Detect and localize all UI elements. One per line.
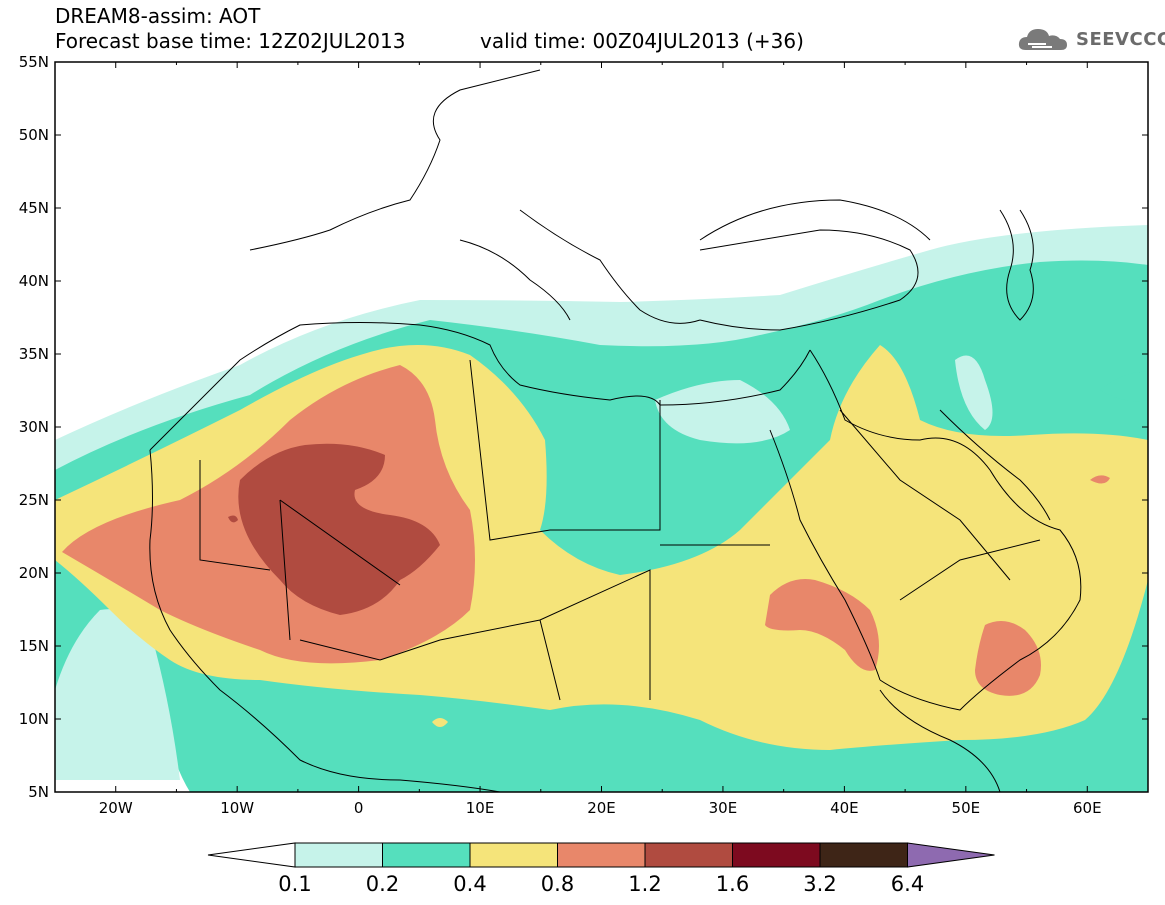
lon-tick-label: 0 [354,799,364,817]
colorbar-segment [294,842,383,868]
lat-tick-label: 5N [28,783,49,801]
lon-tick-label: 10E [466,799,495,817]
aot-band-0.8 [1090,475,1110,484]
colorbar-label: 0.1 [278,872,312,896]
coastline-italy [459,239,571,321]
aot-band-0.8 [975,621,1041,696]
lon-tick-label: 40E [830,799,859,817]
aot-low-pocket [955,355,993,430]
lon-tick-label: 60E [1073,799,1102,817]
colorbar-segment [557,842,646,868]
coastline-black-sea [699,199,931,241]
colorbar-label: 6.4 [890,872,925,896]
colorbar-label: 0.8 [540,872,575,896]
lat-tick-label: 25N [19,491,49,509]
aot-band-1.2 [238,443,440,615]
lon-tick-label: 20E [587,799,616,817]
aot-band-0.8 [765,579,879,671]
cloud-icon [1018,29,1067,50]
lon-tick-label: 30E [709,799,738,817]
colorbar-label: 1.6 [715,872,750,896]
lat-tick-label: 45N [19,199,49,217]
coastlines-borders [149,69,1082,792]
colorbar-segment [644,842,733,868]
lon-tick-label: 50E [952,799,981,817]
border-sahel [299,569,651,701]
lat-tick-label: 30N [19,418,49,436]
border-sahara-1 [199,460,401,641]
colorbar-segment [732,842,821,868]
coastline-balkans [519,209,701,324]
colorbar-segment [382,842,471,868]
lat-tick-label: 20N [19,564,49,582]
longitude-axis: 20W 10W 0 10E 20E 30E 40E 50E 60E [54,62,1149,817]
border-arabia [839,409,1041,601]
colorbar [207,842,995,868]
map-title: DREAM8-assim: AOT [55,4,261,28]
colorbar-label: 0.4 [453,872,487,896]
coastline-west-africa [149,449,501,792]
lat-tick-label: 15N [19,637,49,655]
aot-low-pocket [55,609,180,780]
colorbar-segment [819,842,908,868]
aot-band-0.8 [432,718,448,727]
coastline-north-africa [149,322,811,451]
lon-tick-label: 20W [99,799,133,817]
logo-text: SEEVCCC [1076,29,1165,50]
lat-tick-label: 35N [19,345,49,363]
coastline-europe [249,69,541,251]
coastline-turkey [699,229,919,331]
aot-band-0.4 [1100,371,1148,402]
colorbar-label: 1.2 [628,872,662,896]
lat-tick-label: 50N [19,126,49,144]
colorbar-label: 0.2 [365,872,400,896]
colorbar-high-arrow [907,842,995,868]
seevccc-logo: SEEVCCC [1018,26,1165,54]
colorbar-label: 3.2 [803,872,837,896]
lat-tick-label: 55N [19,53,49,71]
aot-band-1.2 [228,515,238,523]
coastline-arabia [809,349,1082,711]
lon-tick-label: 10W [220,799,254,817]
border-sahara-2 [469,359,770,546]
coastline-east-africa [879,689,1001,792]
coastline-red-sea [769,429,881,681]
lat-tick-label: 40N [19,272,49,290]
colorbar-low-arrow [207,842,296,868]
colorbar-segment [469,842,558,868]
latitude-axis: 55N 50N 45N 40N 35N 30N 25N 20N 15N 10N 5N [19,53,1148,801]
coastline-persian-gulf [939,409,1051,521]
coastline-caspian [999,209,1034,321]
forecast-base-time: Forecast base time: 12Z02JUL2013 [55,29,406,53]
aot-contour-fields [55,62,1148,792]
valid-time: valid time: 00Z04JUL2013 (+36) [480,29,804,53]
lat-tick-label: 10N [19,710,49,728]
